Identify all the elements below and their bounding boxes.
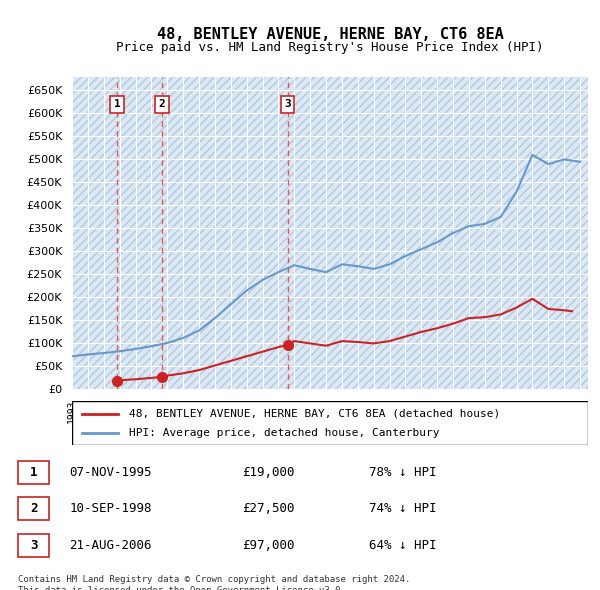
Text: 48, BENTLEY AVENUE, HERNE BAY, CT6 8EA (detached house): 48, BENTLEY AVENUE, HERNE BAY, CT6 8EA (… [129,409,500,418]
Text: 78% ↓ HPI: 78% ↓ HPI [369,466,437,478]
Text: £97,000: £97,000 [242,539,295,552]
Text: 48, BENTLEY AVENUE, HERNE BAY, CT6 8EA: 48, BENTLEY AVENUE, HERNE BAY, CT6 8EA [157,27,503,41]
Text: 74% ↓ HPI: 74% ↓ HPI [369,502,437,516]
Text: 21-AUG-2006: 21-AUG-2006 [70,539,152,552]
Text: £27,500: £27,500 [242,502,295,516]
FancyBboxPatch shape [18,461,49,484]
Text: 07-NOV-1995: 07-NOV-1995 [70,466,152,478]
Text: Price paid vs. HM Land Registry's House Price Index (HPI): Price paid vs. HM Land Registry's House … [116,41,544,54]
Text: Contains HM Land Registry data © Crown copyright and database right 2024.
This d: Contains HM Land Registry data © Crown c… [18,575,410,590]
Text: 1: 1 [30,466,37,478]
FancyBboxPatch shape [18,497,49,520]
Text: 2: 2 [30,502,37,516]
FancyBboxPatch shape [18,534,49,557]
Text: £19,000: £19,000 [242,466,295,478]
Text: 64% ↓ HPI: 64% ↓ HPI [369,539,437,552]
Text: HPI: Average price, detached house, Canterbury: HPI: Average price, detached house, Cant… [129,428,439,438]
FancyBboxPatch shape [72,401,588,445]
Text: 10-SEP-1998: 10-SEP-1998 [70,502,152,516]
Text: 1: 1 [113,99,121,109]
Text: 2: 2 [158,99,166,109]
Text: 3: 3 [30,539,37,552]
Text: 3: 3 [284,99,291,109]
